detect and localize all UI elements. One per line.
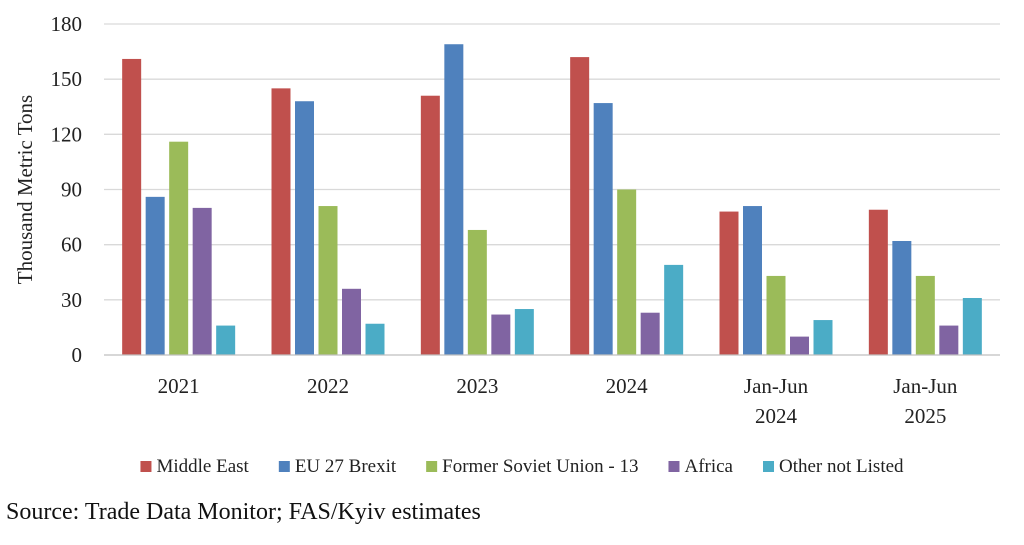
legend: Middle East EU 27 Brexit Former Soviet Uni… [140, 456, 904, 477]
gridlines [104, 23, 1000, 301]
bar-other-not-listed [664, 264, 684, 355]
bars [122, 44, 982, 355]
source-note: Source: Trade Data Monitor; FAS/Kyiv est… [6, 499, 481, 525]
bar-africa [192, 207, 212, 355]
bar-former-soviet-union-13 [467, 229, 487, 355]
bar-eu-27-brexit [743, 206, 762, 355]
bar-middle-east [868, 209, 888, 355]
y-tick-label: 120 [51, 122, 83, 146]
bar-other-not-listed [216, 325, 236, 355]
bar-other-not-listed [365, 323, 385, 355]
legend-label: Middle East [156, 456, 249, 477]
legend-label: Other not Listed [779, 456, 904, 477]
bar-eu-27-brexit [892, 240, 912, 355]
bar-middle-east [570, 57, 590, 355]
bar-eu-27-brexit [593, 103, 613, 355]
y-tick-label: 90 [61, 178, 82, 202]
y-tick-label: 150 [51, 67, 83, 91]
y-axis-ticks: 0 30 60 90 120 150 180 [51, 12, 83, 367]
bar-other-not-listed [962, 297, 982, 355]
bar-former-soviet-union-13 [318, 206, 338, 355]
bar-eu-27-brexit [444, 44, 464, 355]
bar-africa [491, 314, 511, 355]
legend-swatch [668, 461, 680, 472]
legend-label: Africa [684, 456, 733, 477]
bar-former-soviet-union-13 [617, 189, 637, 355]
legend-swatch [140, 461, 152, 472]
bar-middle-east [122, 58, 142, 355]
bar-former-soviet-union-13 [915, 275, 935, 355]
legend-swatch [278, 461, 290, 472]
chart: 0 30 60 90 120 150 180 Thousand Metric Tons 20… [13, 12, 1000, 477]
bar-other-not-listed [514, 309, 534, 355]
bar-former-soviet-union-13 [766, 275, 786, 355]
legend-swatch [763, 461, 775, 472]
x-tick-label: 2025 [904, 404, 946, 428]
x-tick-label: 2021 [158, 374, 200, 398]
bar-middle-east [271, 88, 291, 355]
x-axis-ticks: 2021 2022 2023 2024 Jan-Jun 2024 Jan-Jun 2025 [158, 374, 958, 428]
bar-other-not-listed [813, 320, 833, 355]
x-tick-label: 2024 [755, 404, 798, 428]
x-tick-label: 2024 [606, 374, 649, 398]
x-tick-label: Jan-Jun [744, 374, 809, 398]
bar-middle-east [719, 211, 739, 355]
legend-label: Former Soviet Union - 13 [442, 456, 638, 477]
bar-africa [342, 288, 361, 355]
y-tick-label: 60 [61, 233, 82, 257]
y-tick-label: 30 [61, 288, 82, 312]
bar-eu-27-brexit [295, 101, 314, 355]
x-tick-label: Jan-Jun [893, 374, 958, 398]
bar-former-soviet-union-13 [169, 141, 189, 355]
x-tick-label: 2023 [456, 374, 498, 398]
y-axis-title: Thousand Metric Tons [13, 95, 37, 284]
y-tick-label: 180 [51, 12, 83, 36]
bar-africa [640, 312, 660, 355]
bar-africa [939, 325, 959, 355]
legend-label: EU 27 Brexit [295, 456, 397, 477]
legend-swatch [426, 461, 438, 472]
bar-eu-27-brexit [145, 196, 165, 355]
y-tick-label: 0 [72, 343, 83, 367]
bar-middle-east [420, 95, 440, 355]
x-tick-label: 2022 [307, 374, 349, 398]
bar-africa [790, 336, 809, 355]
